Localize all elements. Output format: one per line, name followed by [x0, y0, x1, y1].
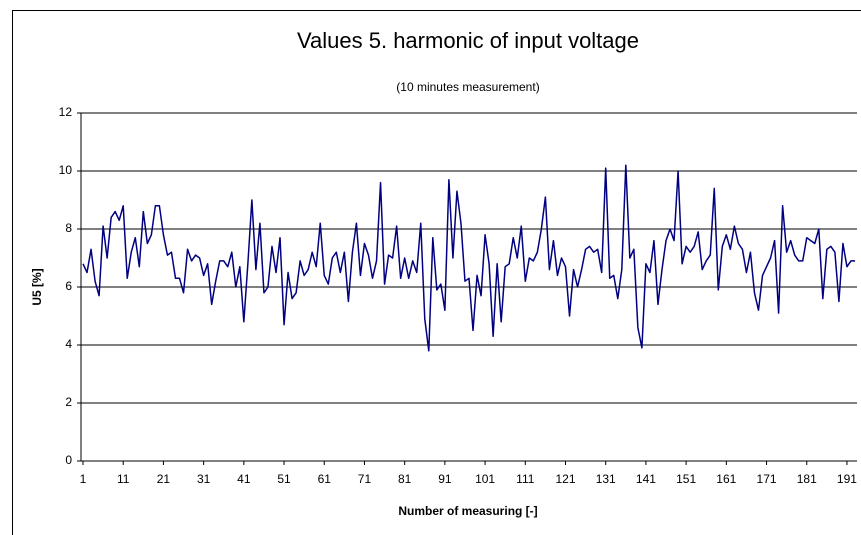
x-tick-label: 81 — [398, 472, 412, 486]
y-tick-label: 4 — [65, 337, 72, 351]
x-tick-label: 101 — [475, 472, 495, 486]
x-axis-label: Number of measuring [-] — [398, 504, 537, 518]
y-tick-label: 8 — [65, 221, 72, 235]
x-tick-label: 71 — [358, 472, 372, 486]
x-tick-label: 91 — [438, 472, 452, 486]
x-tick-label: 31 — [197, 472, 211, 486]
x-tick-label: 161 — [716, 472, 736, 486]
y-axis-label: U5 [%] — [30, 268, 44, 305]
x-tick-label: 141 — [636, 472, 656, 486]
chart-subtitle: (10 minutes measurement) — [396, 80, 539, 94]
y-tick-label: 10 — [59, 163, 73, 177]
x-tick-label: 21 — [157, 472, 171, 486]
x-tick-label: 191 — [837, 472, 857, 486]
y-tick-label: 2 — [65, 395, 72, 409]
chart-title: Values 5. harmonic of input voltage — [297, 28, 639, 53]
y-tick-label: 0 — [65, 453, 72, 467]
x-tick-label: 181 — [797, 472, 817, 486]
x-tick-label: 121 — [555, 472, 575, 486]
x-tick-label: 51 — [277, 472, 291, 486]
x-tick-label: 131 — [596, 472, 616, 486]
y-tick-label: 12 — [59, 105, 73, 119]
y-tick-label: 6 — [65, 279, 72, 293]
data-line — [82, 164, 855, 352]
x-tick-label: 61 — [318, 472, 332, 486]
x-tick-label: 11 — [117, 472, 130, 486]
x-tick-label: 151 — [676, 472, 696, 486]
x-tick-label: 171 — [757, 472, 777, 486]
x-tick-label: 41 — [237, 472, 251, 486]
x-tick-label: 1 — [80, 472, 87, 486]
x-tick-label: 111 — [516, 472, 535, 486]
